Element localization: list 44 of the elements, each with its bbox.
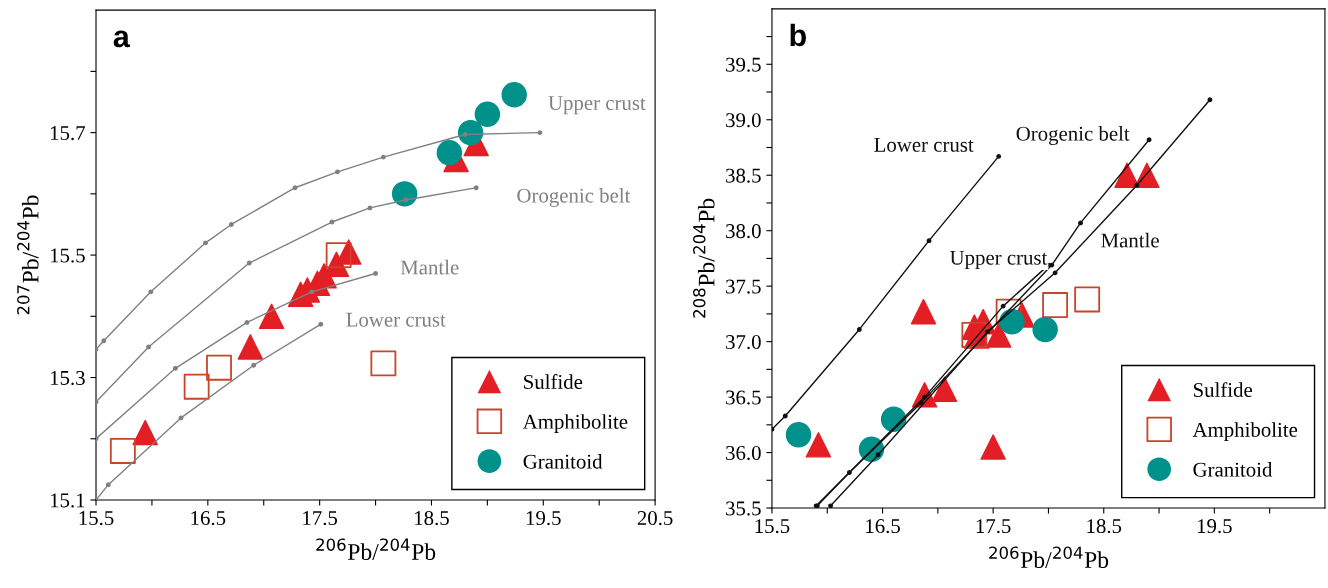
x-tick-label: 19.5 [1197, 519, 1232, 534]
series-label: Mantle [400, 259, 459, 275]
y-axis-title: $^{208}$Pb/$^{204}$Pb [693, 198, 715, 318]
x-tick-label: 17.5 [303, 511, 338, 526]
chart-title: b [790, 23, 806, 47]
x-tick-label: 20.5 [637, 511, 673, 526]
x-tick-label: 16.5 [191, 511, 226, 526]
y-tick-label: 35.5 [726, 501, 761, 516]
legend-label: Sulfide [1193, 382, 1253, 398]
x-axis-title: $^{206}$Pb/$^{204}$Pb [316, 538, 436, 560]
series-label: Lower crust [346, 312, 446, 327]
series-label: Upper crust [950, 250, 1048, 269]
x-tick-label: 15.5 [79, 511, 114, 526]
legend-label: Sulfide [524, 374, 583, 389]
chart-title: a [113, 30, 130, 48]
series-label: Orogenic belt [517, 187, 631, 207]
y-tick-label: 36.0 [726, 445, 761, 461]
y-tick-label: 15.3 [50, 370, 85, 386]
x-axis-title: $^{206}$Pb/$^{204}$Pb [989, 546, 1109, 568]
x-tick-label: 18.5 [415, 511, 449, 526]
y-axis-title: $^{207}$Pb/$^{204}$Pb [17, 195, 39, 315]
y-tick-label: 15.1 [50, 493, 85, 508]
x-tick-label: 16.5 [866, 519, 900, 534]
y-tick-label: 39.0 [726, 113, 761, 128]
y-tick-label: 15.5 [50, 248, 85, 263]
legend-label: Granitoid [523, 454, 603, 469]
series-label: Orogenic belt [1016, 126, 1130, 146]
legend-label: Amphibolite [522, 414, 628, 434]
x-tick-label: 18.5 [1087, 519, 1122, 534]
y-tick-label: 38.0 [726, 224, 761, 239]
legend-label: Amphibolite [1192, 422, 1298, 442]
legend-label: Granitoid [1193, 462, 1273, 477]
x-tick-label: 19.5 [526, 511, 561, 526]
series-label: Lower crust [874, 138, 974, 152]
y-tick-label: 39.5 [726, 57, 761, 72]
y-tick-label: 36.5 [726, 390, 761, 405]
y-tick-label: 15.7 [50, 126, 85, 141]
y-tick-label: 38.5 [726, 168, 761, 183]
y-tick-label: 37.0 [726, 335, 761, 350]
series-label: Upper crust [548, 96, 646, 115]
x-tick-label: 17.5 [976, 519, 1011, 534]
x-tick-label: 15.5 [755, 519, 790, 534]
series-label: Mantle [1101, 232, 1159, 248]
y-tick-label: 37.5 [726, 279, 761, 294]
